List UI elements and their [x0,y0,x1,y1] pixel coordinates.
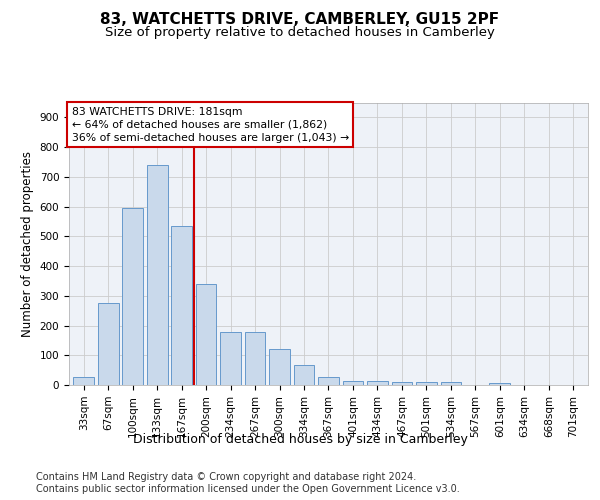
Bar [245,332,265,385]
Bar [220,332,241,385]
Bar [367,380,388,385]
Bar [73,377,94,385]
Bar [98,303,119,385]
Bar [269,350,290,385]
Bar [392,382,412,385]
Bar [440,382,461,385]
Text: Distribution of detached houses by size in Camberley: Distribution of detached houses by size … [133,432,467,446]
Bar [490,382,510,385]
Bar [196,284,217,385]
Text: Contains HM Land Registry data © Crown copyright and database right 2024.
Contai: Contains HM Land Registry data © Crown c… [36,472,460,494]
Bar [416,382,437,385]
Bar [171,226,192,385]
Bar [293,365,314,385]
Text: 83, WATCHETTS DRIVE, CAMBERLEY, GU15 2PF: 83, WATCHETTS DRIVE, CAMBERLEY, GU15 2PF [100,12,500,28]
Bar [343,380,364,385]
Bar [318,377,339,385]
Text: 83 WATCHETTS DRIVE: 181sqm
← 64% of detached houses are smaller (1,862)
36% of s: 83 WATCHETTS DRIVE: 181sqm ← 64% of deta… [71,106,349,143]
Bar [122,208,143,385]
Y-axis label: Number of detached properties: Number of detached properties [21,151,34,337]
Bar [147,165,167,385]
Text: Size of property relative to detached houses in Camberley: Size of property relative to detached ho… [105,26,495,39]
